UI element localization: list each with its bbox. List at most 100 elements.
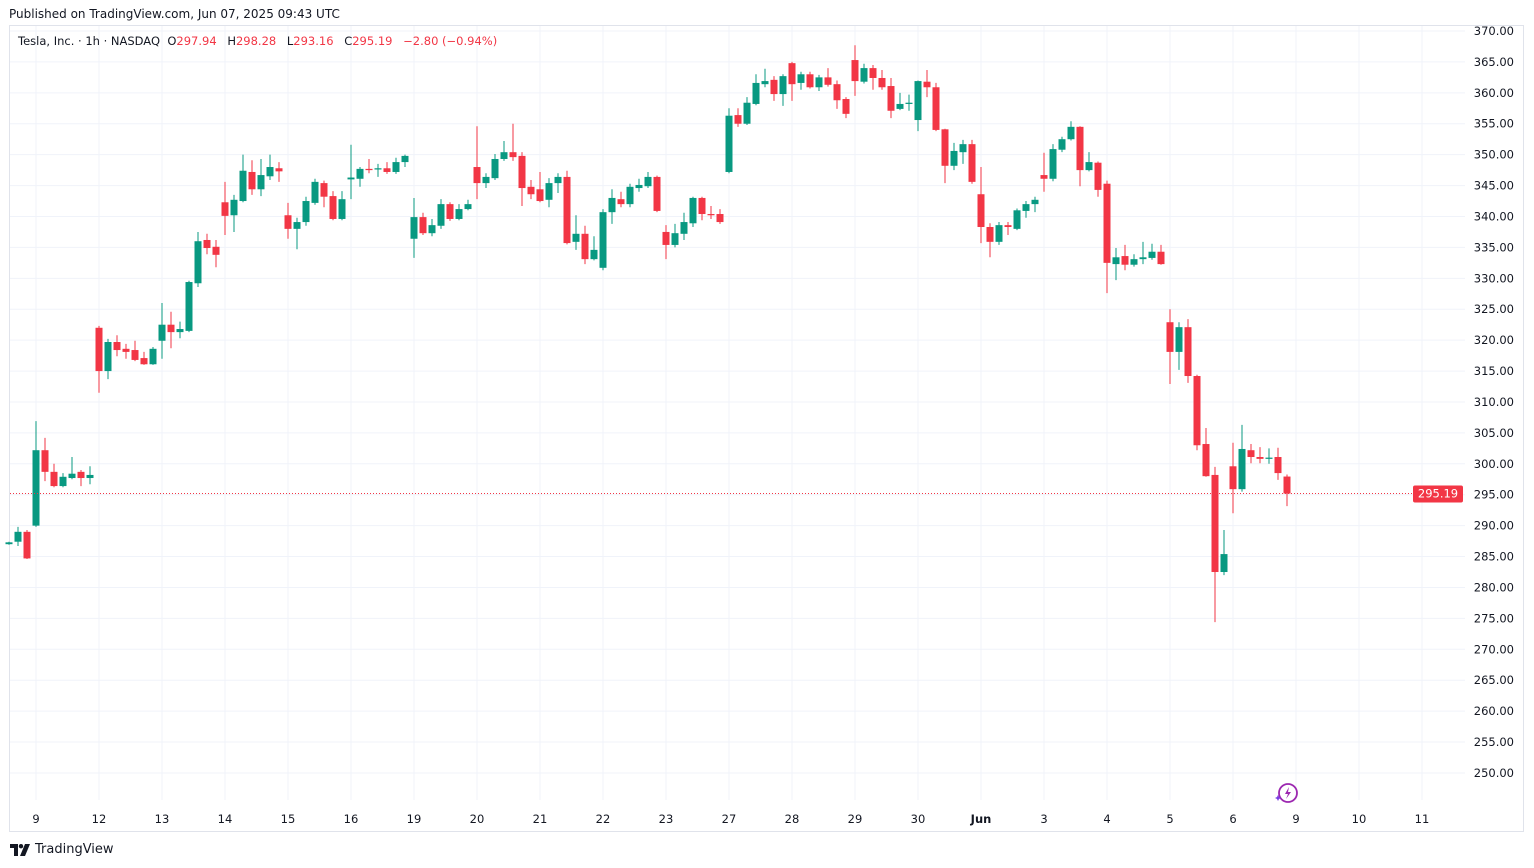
y-tick-label: 265.00 xyxy=(1474,673,1514,687)
candle-body xyxy=(1094,162,1102,190)
candle-up xyxy=(356,167,364,187)
candle-body xyxy=(752,82,760,104)
candle-up xyxy=(257,158,265,197)
tradingview-logo-icon xyxy=(10,843,30,856)
candle-body xyxy=(1049,149,1057,179)
change-value: −2.80 (−0.94%) xyxy=(403,34,498,48)
candle-body xyxy=(707,214,715,216)
candle-body xyxy=(1256,457,1264,459)
candle-body xyxy=(743,102,751,124)
candle-up xyxy=(302,196,310,226)
candle-body xyxy=(689,197,697,224)
candle-down xyxy=(1247,444,1255,464)
brand-name: TradingView xyxy=(35,842,114,857)
candle-down xyxy=(986,223,994,258)
y-tick-label: 305.00 xyxy=(1474,426,1514,440)
candle-down xyxy=(446,202,454,221)
candle-down xyxy=(617,191,625,208)
y-tick-label: 325.00 xyxy=(1474,302,1514,316)
candle-body xyxy=(185,282,193,331)
candle-body xyxy=(833,84,841,101)
x-tick-label: 3 xyxy=(1040,812,1047,826)
candle-body xyxy=(95,327,103,372)
candle-body xyxy=(653,176,661,211)
candle-up xyxy=(347,144,355,200)
candle-down xyxy=(518,152,526,206)
candle-up xyxy=(185,280,193,333)
candle-body xyxy=(581,233,589,260)
x-tick-label: 15 xyxy=(281,812,296,826)
high-value: 298.28 xyxy=(235,34,277,48)
candle-up xyxy=(608,189,616,224)
time-axis: 9 12 13 14 15 16 19 20 21 22 23 27 28 29 30 Jun 3 4 5 6 9 10 1… xyxy=(32,812,1429,826)
candle-body xyxy=(50,471,58,487)
candle-up xyxy=(455,204,463,221)
candle-up xyxy=(995,222,1003,245)
candle-body xyxy=(1103,183,1111,263)
candle-body xyxy=(725,115,733,172)
candle-body xyxy=(158,324,166,341)
candle-down xyxy=(563,170,571,245)
x-tick-label: 9 xyxy=(1292,812,1299,826)
candle-body xyxy=(122,348,130,352)
candle-up xyxy=(689,196,697,228)
candle-down xyxy=(284,202,292,239)
y-tick-label: 350.00 xyxy=(1474,148,1514,162)
candle-up xyxy=(1130,254,1138,267)
candle-body xyxy=(167,324,175,333)
candle-up xyxy=(266,154,274,181)
candle-body xyxy=(491,158,499,179)
y-tick-label: 275.00 xyxy=(1474,611,1514,625)
candle-body xyxy=(815,77,823,88)
candle-body xyxy=(806,74,814,88)
candle-up xyxy=(914,80,922,132)
candle-up xyxy=(680,212,688,240)
candle-up xyxy=(1049,144,1057,182)
candle-down xyxy=(806,71,814,89)
candle-body xyxy=(599,212,607,268)
candle-down xyxy=(95,325,103,393)
candle-body xyxy=(419,217,427,234)
candle-down xyxy=(824,68,832,87)
lightning-icon[interactable] xyxy=(1272,781,1302,811)
y-tick-label: 250.00 xyxy=(1474,766,1514,780)
candle-body xyxy=(959,144,967,153)
x-tick-label: 21 xyxy=(533,812,548,826)
candle-body xyxy=(176,329,184,333)
candle-body xyxy=(995,225,1003,242)
x-tick-label: 19 xyxy=(407,812,422,826)
candle-down xyxy=(509,123,517,161)
candle-up xyxy=(1175,322,1183,370)
footer-brand[interactable]: TradingView xyxy=(10,842,114,857)
candle-up xyxy=(860,63,868,84)
candle-body xyxy=(383,168,391,172)
candle-up xyxy=(671,223,679,248)
x-tick-label: 11 xyxy=(1415,812,1430,826)
candle-body xyxy=(950,150,958,166)
candle-up xyxy=(1220,529,1228,576)
candle-up xyxy=(1139,241,1147,265)
candle-body xyxy=(896,103,904,109)
candle-up xyxy=(338,191,346,221)
candle-up xyxy=(68,457,76,480)
candle-body xyxy=(446,204,454,219)
y-tick-label: 360.00 xyxy=(1474,86,1514,100)
candle-down xyxy=(221,181,229,236)
candle-body xyxy=(617,199,625,205)
candle-down xyxy=(122,343,130,359)
x-tick-label: 27 xyxy=(722,812,737,826)
candle-body xyxy=(1193,376,1201,446)
candle-down xyxy=(842,97,850,119)
candle-body xyxy=(1202,444,1210,477)
y-tick-label: 260.00 xyxy=(1474,704,1514,718)
candle-body xyxy=(500,152,508,159)
candle-down xyxy=(329,191,337,221)
candle-down xyxy=(932,82,940,132)
candle-body xyxy=(824,77,832,85)
y-tick-label: 300.00 xyxy=(1474,457,1514,471)
candle-down xyxy=(1283,474,1291,507)
candle-up xyxy=(599,209,607,271)
candle-down xyxy=(1121,244,1129,271)
candles xyxy=(5,45,1291,623)
